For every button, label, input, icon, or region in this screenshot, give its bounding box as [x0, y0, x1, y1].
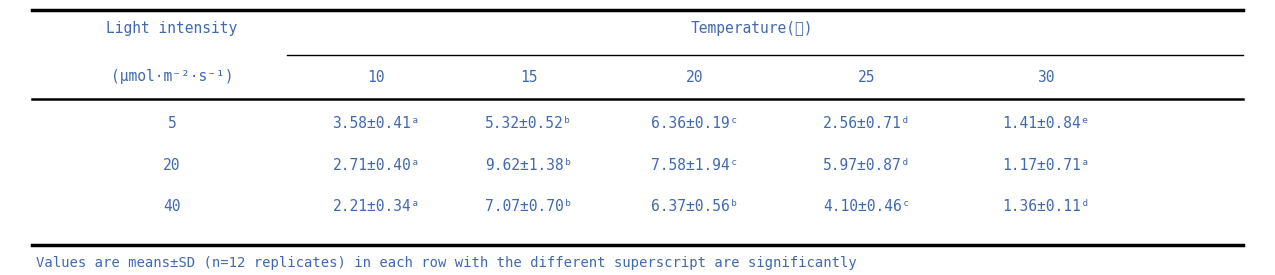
Text: 2.56±0.71ᵈ: 2.56±0.71ᵈ [824, 116, 910, 131]
Text: 2.71±0.40ᵃ: 2.71±0.40ᵃ [333, 158, 419, 172]
Text: 40: 40 [163, 199, 181, 214]
Text: 3.58±0.41ᵃ: 3.58±0.41ᵃ [333, 116, 419, 131]
Text: Values are means±SD (n=12 replicates) in each row with the different superscript: Values are means±SD (n=12 replicates) in… [36, 256, 857, 270]
Text: 15: 15 [520, 70, 538, 84]
Text: 1.36±0.11ᵈ: 1.36±0.11ᵈ [1002, 199, 1089, 214]
Text: 6.37±0.56ᵇ: 6.37±0.56ᵇ [652, 199, 738, 214]
Text: 10: 10 [367, 70, 385, 84]
Text: Temperature(℃): Temperature(℃) [691, 21, 813, 36]
Text: Light intensity: Light intensity [107, 21, 237, 36]
Text: 20: 20 [686, 70, 704, 84]
Text: 5: 5 [168, 116, 176, 131]
Text: 7.07±0.70ᵇ: 7.07±0.70ᵇ [486, 199, 572, 214]
Text: 4.10±0.46ᶜ: 4.10±0.46ᶜ [824, 199, 910, 214]
Text: 5.97±0.87ᵈ: 5.97±0.87ᵈ [824, 158, 910, 172]
Text: 30: 30 [1037, 70, 1054, 84]
Text: (μmol·m⁻²·s⁻¹): (μmol·m⁻²·s⁻¹) [111, 70, 233, 84]
Text: 6.36±0.19ᶜ: 6.36±0.19ᶜ [652, 116, 738, 131]
Text: 5.32±0.52ᵇ: 5.32±0.52ᵇ [486, 116, 572, 131]
Text: 1.41±0.84ᵉ: 1.41±0.84ᵉ [1002, 116, 1089, 131]
Text: 1.17±0.71ᵃ: 1.17±0.71ᵃ [1002, 158, 1089, 172]
Text: 2.21±0.34ᵃ: 2.21±0.34ᵃ [333, 199, 419, 214]
Text: 9.62±1.38ᵇ: 9.62±1.38ᵇ [486, 158, 572, 172]
Text: 25: 25 [858, 70, 876, 84]
Text: 7.58±1.94ᶜ: 7.58±1.94ᶜ [652, 158, 738, 172]
Text: 20: 20 [163, 158, 181, 172]
